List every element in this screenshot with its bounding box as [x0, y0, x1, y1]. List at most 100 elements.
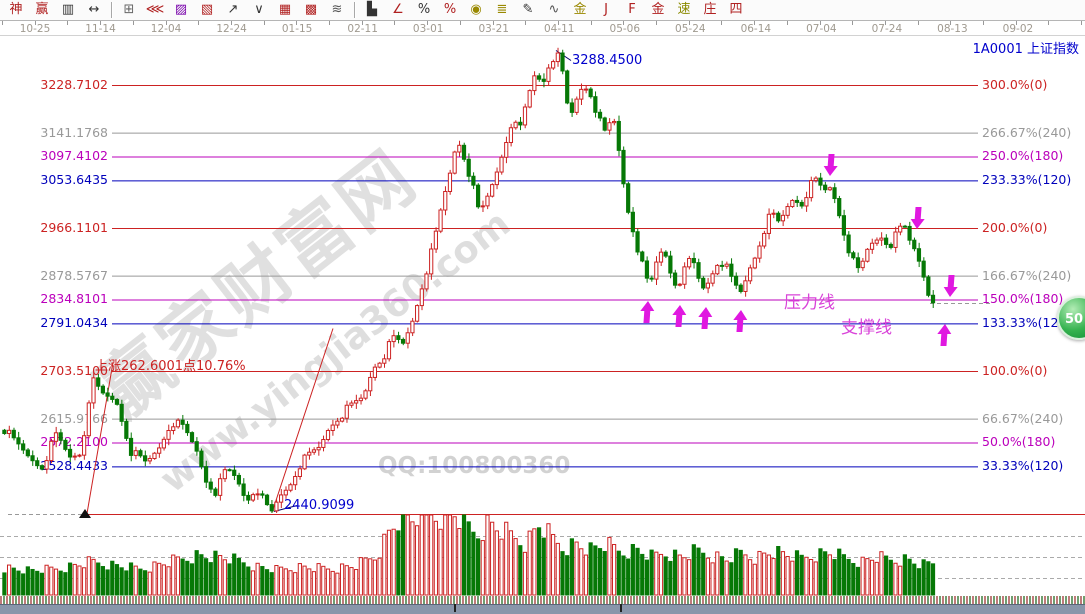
axis-tick	[557, 21, 559, 25]
axis-tick	[721, 21, 723, 25]
date-axis: 10-25 11-14 12-04 12-24 01-15 02-11 03-01 03-21…	[0, 21, 1085, 36]
date-label: 05-06	[609, 23, 641, 35]
grid-arrow-icon[interactable]: ▩	[304, 2, 318, 17]
toolbar-separator	[111, 2, 112, 18]
gann-square-icon[interactable]: ▧	[200, 2, 214, 17]
axis-tick	[754, 21, 756, 25]
fib-price-label: 2615.9766	[40, 410, 108, 426]
axis-tick	[917, 21, 919, 25]
fib-price-label: 2528.4433	[40, 458, 108, 474]
fib-price-label: 3141.1768	[40, 124, 108, 140]
percent-icon[interactable]: %	[417, 2, 431, 17]
axis-tick	[983, 21, 984, 25]
axis-tick	[2, 21, 3, 25]
axis-tick	[361, 21, 363, 25]
date-label: 06-14	[740, 23, 772, 35]
fib-percent-label: 133.33%(120)	[982, 315, 1072, 331]
axis-tick	[884, 21, 886, 25]
date-label: 12-24	[216, 23, 247, 35]
f-angle-icon[interactable]: F	[628, 2, 636, 17]
fib-price-label: 2703.5100	[40, 363, 108, 378]
fib-percent-label: 66.67%(240)	[982, 410, 1064, 426]
zigzag-icon[interactable]: ∨	[254, 2, 264, 17]
axis-tick	[67, 21, 69, 25]
axis-tick	[394, 21, 396, 25]
date-label: 12-04	[150, 23, 182, 35]
minimap-strip[interactable]	[0, 596, 1085, 604]
peak-price-annotation: 3288.4500	[572, 53, 643, 68]
fib-price-label: 3053.6435	[40, 172, 108, 188]
axis-tick	[950, 21, 952, 25]
axis-tick	[165, 21, 167, 25]
rise-measure-annotation: 上涨262.6001点10.76%	[95, 359, 246, 374]
gann-box-icon[interactable]: ▨	[174, 2, 188, 17]
low-price-annotation: 2440.9099	[284, 498, 355, 513]
axis-tick	[852, 21, 854, 25]
fib-price-label: 2878.5767	[40, 267, 108, 283]
trend-line-icon[interactable]: ↗	[227, 2, 239, 17]
axis-tick	[656, 21, 657, 25]
volume-tool-icon[interactable]: ▙	[367, 2, 377, 17]
fib-price-label: 2966.1101	[40, 220, 108, 235]
date-label: 01-15	[281, 23, 313, 35]
date-label: 10-25	[19, 23, 51, 35]
gold-angle-icon[interactable]: 金	[651, 2, 665, 17]
si-angle-icon[interactable]: 四	[729, 2, 743, 17]
app-shen-icon[interactable]: 神	[9, 2, 23, 17]
rect-tool-icon[interactable]: ⊞	[123, 2, 135, 17]
date-label: 07-04	[806, 23, 837, 35]
fib-percent-label: 200.0%(0)	[982, 220, 1048, 235]
support-line-label: 支撑线	[841, 318, 892, 338]
axis-tick	[263, 21, 265, 25]
axis-tick	[623, 21, 625, 25]
zhuang-angle-icon[interactable]: 庄	[703, 2, 717, 17]
axis-tick	[786, 21, 788, 25]
grid-icon[interactable]: ▦	[278, 2, 292, 17]
fib-price-label: 2791.0434	[40, 315, 108, 331]
fib-percent-label: 266.67%(240)	[982, 124, 1072, 140]
axis-tick	[329, 21, 330, 25]
ruler-123-icon[interactable]: ▥	[61, 2, 75, 17]
axis-tick	[1081, 21, 1083, 25]
gold-circle-icon[interactable]: ◉	[470, 2, 482, 17]
fib-percent-label: 150.0%(180)	[982, 291, 1064, 307]
su-angle-icon[interactable]: 速	[677, 2, 691, 17]
qq-watermark: QQ:100800360	[378, 453, 571, 479]
fib-percent-label: 50.0%(180)	[982, 434, 1056, 450]
app-ying-icon[interactable]: 赢	[35, 2, 49, 17]
fan-lines-icon[interactable]: ⋘	[145, 2, 165, 17]
wave-icon[interactable]: ∿	[548, 2, 560, 17]
date-label: 03-01	[412, 23, 444, 35]
percent-lines-icon[interactable]: %	[443, 2, 457, 17]
fib-percent-label: 166.67%(240)	[982, 267, 1072, 283]
j-angle-icon[interactable]: J	[604, 2, 608, 17]
axis-tick	[34, 21, 36, 25]
axis-tick	[296, 21, 298, 25]
bottom-scroll-bar[interactable]	[0, 604, 1085, 614]
date-label: 02-11	[347, 23, 378, 35]
axis-tick	[230, 21, 232, 25]
parallel-lines-icon[interactable]: ≋	[331, 2, 343, 17]
fib-price-label: 3097.4102	[40, 148, 108, 164]
scroll-tick	[454, 604, 456, 612]
fib-price-label: 3228.7102	[40, 77, 108, 92]
width-measure-icon[interactable]: ↔	[88, 2, 100, 17]
percent-fan-icon[interactable]: ∠	[392, 2, 404, 17]
brush-icon[interactable]: ✎	[522, 2, 534, 17]
axis-tick	[1048, 21, 1050, 25]
axis-tick	[100, 21, 102, 25]
axis-tick	[525, 21, 527, 25]
axis-tick	[590, 21, 592, 25]
instrument-title: 1A0001 上证指数	[972, 42, 1079, 57]
toolbar-separator	[354, 2, 355, 18]
gold-lines-icon[interactable]: ≣	[496, 2, 508, 17]
fib-price-label: 2834.8101	[40, 291, 108, 307]
axis-tick	[819, 21, 821, 25]
fib-percent-label: 33.33%(120)	[982, 458, 1064, 474]
axis-tick	[1015, 21, 1017, 25]
gold-underline-icon[interactable]: 金	[573, 2, 587, 17]
drawing-toolbar: 神赢 ▥ ↔ ⊞ ⋘ ▨ ▧ ↗ ∨ ▦ ▩ ≋ ▙ ∠%% ◉ ≣ ✎ ∿ 金 J F 金速庄四	[0, 0, 1085, 21]
date-label: 11-14	[85, 23, 116, 35]
